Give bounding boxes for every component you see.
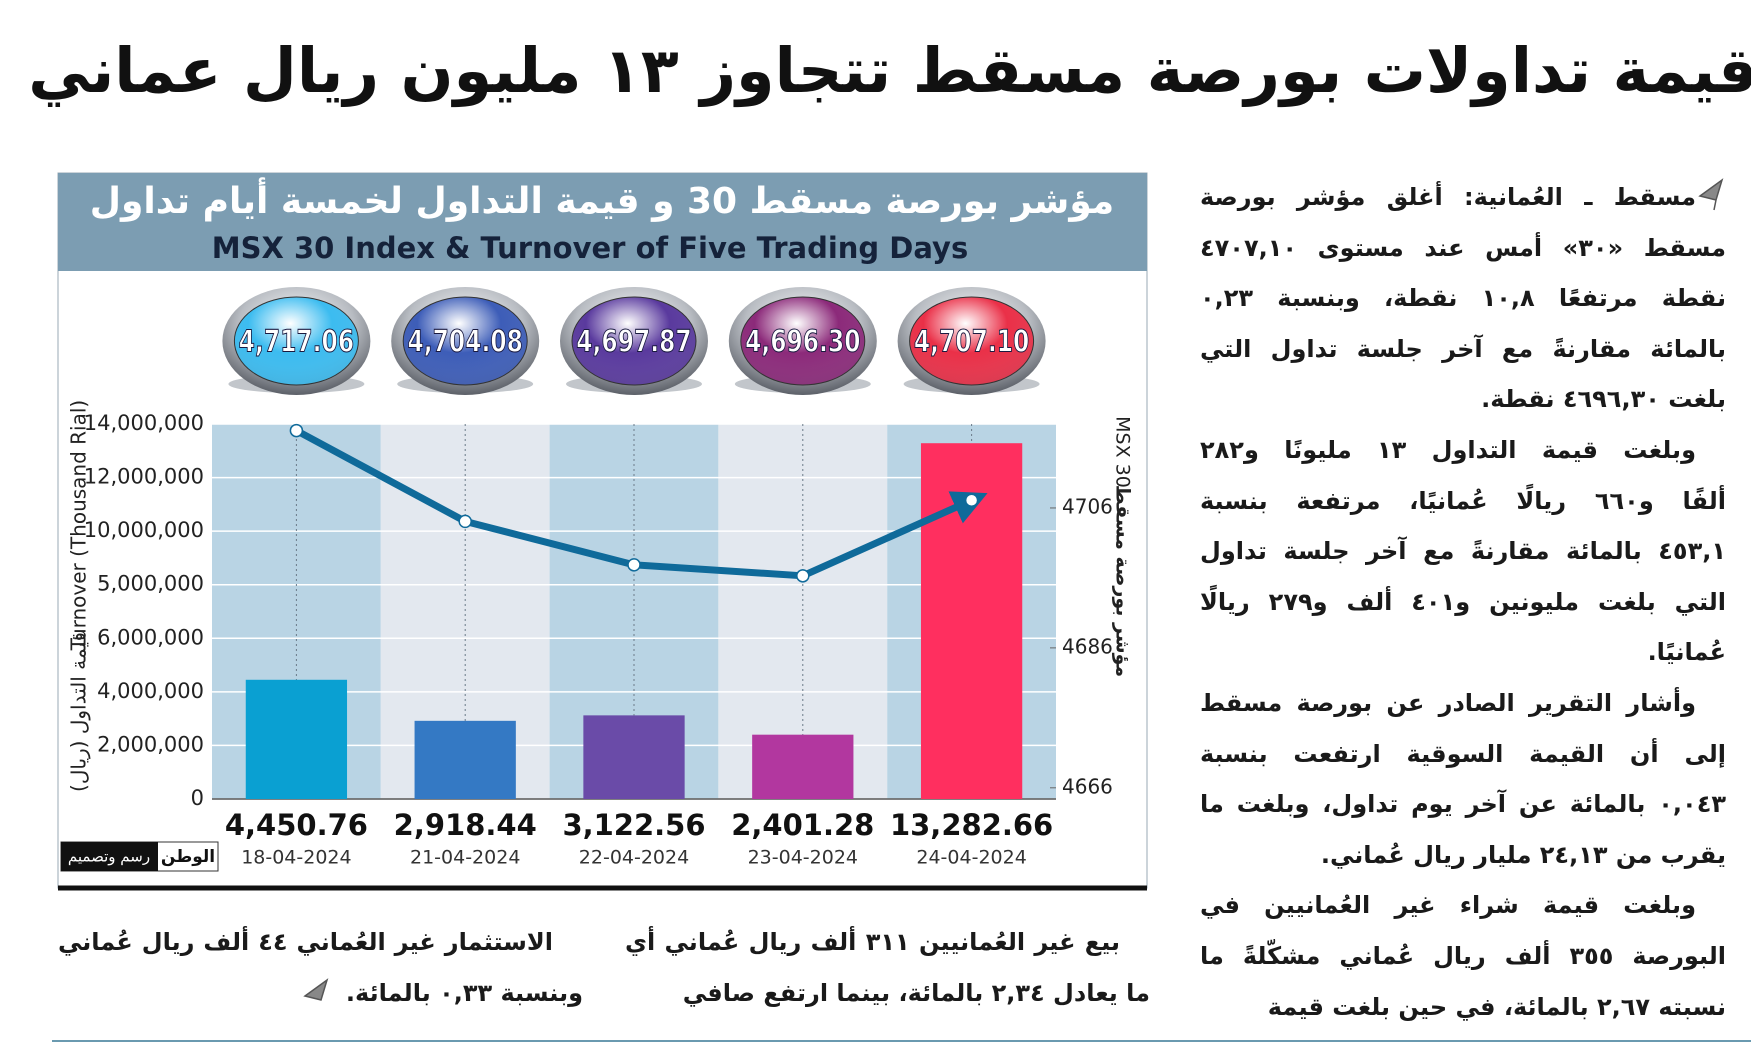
y2-tick-label: 4666: [1062, 774, 1113, 798]
article-column: الاستثمار غير العُماني ٤٤ ألف ريال عُمان…: [58, 917, 583, 1018]
y-axis-title: Turnover (Thousand Rial): [67, 400, 91, 651]
index-point: [627, 558, 641, 572]
y-tick-label: 10,000,000: [84, 518, 204, 542]
y-tick-label: 4,000,000: [97, 679, 204, 703]
index-point: [458, 514, 472, 529]
y2-tick-label: 4686: [1062, 634, 1113, 658]
bar: [752, 734, 854, 799]
y-tick-label: 5,000,000: [97, 572, 204, 596]
y-tick-label: 14,000,000: [84, 411, 204, 435]
bar: [414, 720, 516, 799]
bird-icon: [303, 978, 329, 1001]
ball: [740, 296, 866, 386]
bar-value-label: 2,918.44: [394, 808, 537, 842]
index-point: [289, 423, 304, 438]
article-line: بلغت ٤٦٩٦,٣٠ نقطة.: [1481, 385, 1726, 414]
article-line: نسبته ٢,٦٧ بالمائة، في حين بلغت قيمة: [1267, 992, 1726, 1021]
article-line: بالمائة مقارنةً مع آخر جلسة تداول التي: [1200, 334, 1726, 363]
chart-title: مؤشر بورصة مسقط 30 و قيمة التداول لخمسة …: [90, 177, 1114, 222]
bar: [583, 715, 685, 799]
chart-subtitle: MSX 30 Index & Turnover of Five Trading …: [212, 231, 968, 265]
ball-value-label: 4,717.06: [239, 325, 354, 360]
y-axis-title-ar: قيمة التداول (ريال): [67, 632, 91, 792]
bar-value-label: 13,282.66: [890, 808, 1053, 842]
y-tick-label: 6,000,000: [97, 625, 204, 649]
article-line: عُمانيًا.: [1647, 638, 1726, 667]
ball: [402, 296, 528, 386]
article-column: مسقط ـ العُمانية: أغلق مؤشر بورصة مسقط «٣…: [1200, 172, 1726, 1032]
credit-bg: [61, 842, 158, 871]
article-line: وبلغت قيمة التداول ١٣ مليونًا و٢٨٢: [1200, 435, 1696, 464]
ball: [571, 296, 697, 386]
x-tick-label: 23-04-2024: [748, 847, 858, 869]
credit-logo: الوطن: [161, 847, 215, 867]
article-line: مسقط «٣٠» أمس عند مستوى ٤٧٠٧,١٠: [1200, 233, 1726, 262]
article-line: ما يعادل ٢,٣٤ بالمائة، بينما ارتفع صافي: [682, 978, 1150, 1007]
bird-icon: [1698, 178, 1724, 211]
article-line: وبنسبة ٠,٣٣ بالمائة.: [345, 978, 583, 1007]
index-point: [796, 569, 810, 583]
bar-value-label: 2,401.28: [731, 808, 874, 842]
ball-value-label: 4,704.08: [407, 325, 522, 360]
bar-value-label: 4,450.76: [225, 808, 368, 842]
bar: [245, 679, 348, 799]
article-line: وأشار التقرير الصادر عن بورصة مسقط: [1200, 688, 1696, 717]
article-line: التي بلغت مليونين و٤٠١ ألف و٢٧٩ ريالًا: [1200, 587, 1726, 616]
article-line: بيع غير العُمانيين ٣١١ ألف ريال عُماني أ…: [625, 928, 1120, 956]
bar-value-label: 3,122.56: [562, 808, 705, 842]
article-line: نقطة مرتفعًا ١٠,٨ نقطة، وبنسبة ٠,٢٣: [1200, 284, 1726, 313]
chart-header: [58, 173, 1147, 271]
ball: [233, 296, 359, 386]
x-tick-label: 22-04-2024: [579, 847, 689, 869]
x-tick-label: 18-04-2024: [241, 847, 351, 869]
article-line: الاستثمار غير العُماني ٤٤ ألف ريال عُمان…: [58, 928, 553, 956]
x-tick-label: 21-04-2024: [410, 847, 520, 869]
y-tick-label: 2,000,000: [97, 732, 204, 756]
article-line: إلى أن القيمة السوقية ارتفعت بنسبة: [1200, 739, 1726, 768]
article-line: مسقط ـ العُمانية: أغلق مؤشر بورصة: [1200, 183, 1696, 211]
index-point: [964, 493, 979, 508]
article-line: ٤٥٣,١ بالمائة مقارنةً مع آخر جلسة تداول: [1200, 537, 1726, 566]
article-line: يقرب من ٢٤,١٣ مليار ريال عُماني.: [1320, 840, 1726, 869]
y-tick-label: 0: [191, 786, 204, 810]
x-tick-label: 24-04-2024: [916, 847, 1026, 869]
article-line: ألفًا و٦٦٠ ريالًا عُمانيًا، مرتفعة بنسبة: [1200, 486, 1726, 515]
y2-axis-title: MSX 30: [1112, 416, 1134, 488]
ball-value-label: 4,696.30: [745, 325, 860, 360]
credit-text: رسم وتصميم: [68, 848, 150, 866]
y2-axis-title-ar: مؤشر بورصة مسقط: [1112, 485, 1134, 677]
ball-value-label: 4,697.87: [576, 325, 691, 360]
y-tick-label: 12,000,000: [84, 465, 204, 489]
article-column: بيع غير العُمانيين ٣١١ ألف ريال عُماني أ…: [625, 917, 1150, 1018]
article-line: ٠,٠٤٣ بالمائة عن آخر يوم تداول، وبلغت ما: [1200, 790, 1726, 819]
article-line: البورصة ٣٥٥ ألف ريال عُماني مشكّلةً ما: [1200, 941, 1726, 970]
ball-value-label: 4,707.10: [914, 325, 1029, 360]
ball: [909, 296, 1035, 386]
page-title: قيمة تداولات بورصة مسقط تتجاوز ١٣ مليون …: [28, 34, 1751, 107]
article-line: وبلغت قيمة شراء غير العُمانيين في: [1200, 891, 1696, 920]
y2-tick-label: 4706: [1062, 494, 1113, 518]
